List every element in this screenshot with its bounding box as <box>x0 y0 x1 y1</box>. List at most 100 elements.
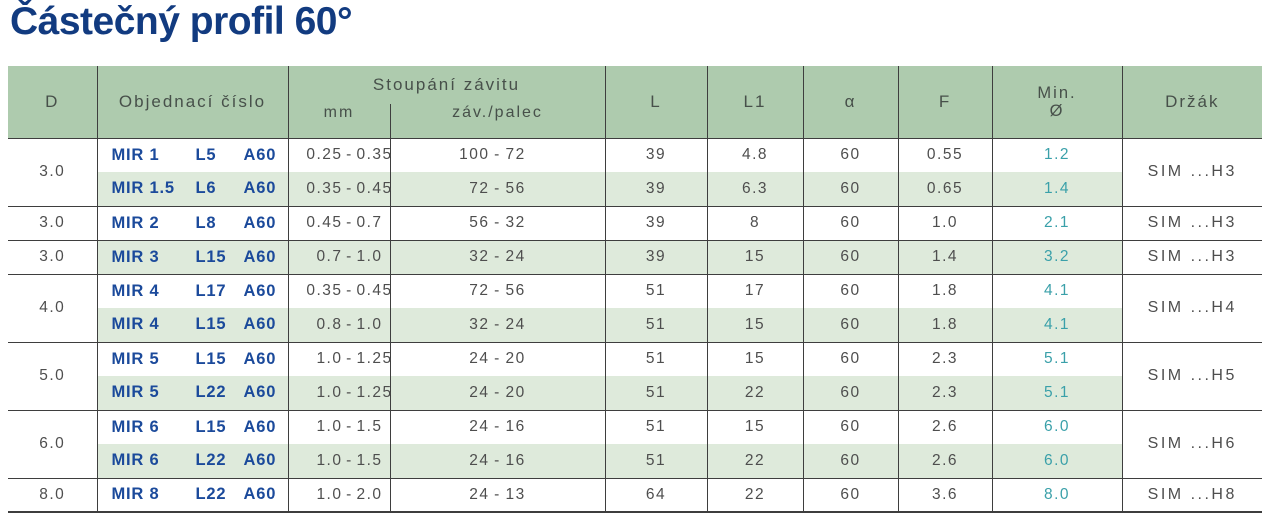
pitch-tpi-range: 24-16 <box>446 452 550 470</box>
cell-alpha: 60 <box>802 444 899 478</box>
pitch-mm-range: 1.0-1.5 <box>289 452 390 470</box>
catalog-table: D Objednací číslo Stoupání závitu L L1 α F Min.… <box>8 66 1263 513</box>
order-number-part: A60 <box>243 213 277 232</box>
pitch-mm-min: 1.0 <box>316 350 343 368</box>
pitch-tpi-max: 56 <box>505 179 526 197</box>
table-body: 3.0 MIR 1 L5 A60 0.25-0.35 100-72 39 4.8 60 0.55 1… <box>8 137 1263 513</box>
order-number: MIR 4 L17 A60 <box>98 282 288 301</box>
range-dash: - <box>346 383 353 401</box>
order-number-part: L15 <box>195 247 227 266</box>
cell-pitch-tpi: 72-56 <box>389 273 606 308</box>
cell-pitch-tpi: 24-20 <box>389 341 606 376</box>
pitch-mm-max: 0.45 <box>356 179 393 197</box>
cell-pitch-tpi: 32-24 <box>389 308 606 342</box>
header-min-diameter-line1: Min. <box>1037 83 1077 102</box>
cell-pitch-mm: 0.35-0.45 <box>287 172 393 206</box>
cell-pitch-mm: 0.8-1.0 <box>287 308 390 342</box>
order-number-part: A60 <box>243 383 277 402</box>
cell-alpha: 60 <box>802 341 899 376</box>
cell-pitch-mm: 1.0-1.5 <box>287 409 390 444</box>
cell-pitch-tpi: 32-24 <box>389 239 606 274</box>
pitch-mm-range: 0.25-0.35 <box>289 146 391 164</box>
cell-alpha: 60 <box>802 239 899 274</box>
header-order-number: Objednací číslo <box>96 66 288 138</box>
range-dash: - <box>346 248 353 265</box>
range-dash: - <box>346 315 353 333</box>
cell-pitch-mm: 1.0-1.5 <box>287 444 390 478</box>
pitch-tpi-range: 72-56 <box>446 282 550 300</box>
cell-l: 64 <box>604 477 708 513</box>
cell-f: 2.3 <box>897 376 993 410</box>
cell-l1: 15 <box>706 341 804 376</box>
cell-alpha: 60 <box>802 376 899 410</box>
pitch-tpi-range: 32-24 <box>446 248 550 266</box>
cell-holder: SIM ...H8 <box>1121 477 1263 513</box>
pitch-tpi-max: 24 <box>505 315 526 333</box>
pitch-tpi-range: 24-20 <box>446 350 550 368</box>
header-thread-pitch: Stoupání závitu <box>287 66 606 104</box>
cell-f: 1.8 <box>897 273 993 308</box>
pitch-mm-min: 1.0 <box>316 383 343 401</box>
pitch-tpi-max: 56 <box>505 282 526 300</box>
pitch-mm-range: 0.45-0.7 <box>289 214 390 232</box>
pitch-tpi-min: 32 <box>469 247 490 265</box>
cell-diameter: 3.0 <box>8 239 97 274</box>
cell-alpha: 60 <box>802 205 899 240</box>
cell-l: 39 <box>604 172 708 206</box>
pitch-mm-min: 1.0 <box>316 485 343 503</box>
order-number-part: MIR 1 <box>111 145 160 164</box>
cell-min-diameter: 8.0 <box>991 477 1123 513</box>
range-dash: - <box>346 179 353 197</box>
table-row: MIR 6 L22 A60 1.0-1.5 24-16 51 22 60 2.6 6.0 <box>8 444 1262 478</box>
cell-l1: 22 <box>706 477 804 513</box>
cell-l: 51 <box>604 376 708 410</box>
pitch-tpi-max: 16 <box>505 451 526 469</box>
pitch-tpi-min: 32 <box>469 315 490 333</box>
pitch-tpi-range: 24-13 <box>446 486 550 504</box>
range-dash: - <box>494 146 501 164</box>
cell-pitch-tpi: 24-20 <box>389 376 606 410</box>
pitch-mm-min: 0.45 <box>306 214 343 231</box>
cell-l: 51 <box>604 273 708 308</box>
cell-alpha: 60 <box>802 273 899 308</box>
cell-l: 51 <box>604 409 708 444</box>
header-alpha: α <box>802 66 899 138</box>
table-row: MIR 5 L22 A60 1.0-1.25 24-20 51 22 60 2.3 5.1 <box>8 376 1262 410</box>
cell-holder: SIM ...H4 <box>1121 273 1263 342</box>
header-holder: Držák <box>1121 66 1263 138</box>
cell-l: 39 <box>604 239 708 274</box>
pitch-mm-min: 0.35 <box>306 179 343 197</box>
order-number-part: L8 <box>195 213 217 232</box>
order-number: MIR 3 L15 A60 <box>98 248 288 267</box>
pitch-mm-min: 0.8 <box>316 315 343 333</box>
pitch-mm-max: 1.0 <box>356 315 383 333</box>
cell-holder: SIM ...H6 <box>1121 409 1263 478</box>
range-dash: - <box>494 247 501 265</box>
pitch-mm-range: 0.7-1.0 <box>289 248 390 266</box>
cell-f: 1.0 <box>897 205 993 240</box>
header-l1: L1 <box>706 66 804 138</box>
pitch-mm-min: 1.0 <box>316 451 343 469</box>
order-number: MIR 6 L15 A60 <box>98 418 288 437</box>
cell-diameter: 6.0 <box>8 409 97 478</box>
order-number-part: A60 <box>243 247 277 266</box>
cell-pitch-tpi: 100-72 <box>389 137 606 172</box>
pitch-mm-range: 1.0-1.25 <box>289 350 391 368</box>
order-number: MIR 2 L8 A60 <box>98 214 288 233</box>
pitch-tpi-range: 32-24 <box>446 316 550 334</box>
pitch-mm-max: 1.5 <box>356 418 383 436</box>
pitch-mm-range: 1.0-1.25 <box>289 383 391 402</box>
cell-alpha: 60 <box>802 172 899 206</box>
cell-pitch-mm: 0.45-0.7 <box>287 205 390 240</box>
cell-order-number: MIR 6 L15 A60 <box>96 409 288 444</box>
cell-min-diameter: 4.1 <box>991 273 1123 308</box>
cell-pitch-mm: 0.35-0.45 <box>287 273 391 308</box>
cell-pitch-tpi: 56-32 <box>389 205 606 240</box>
pitch-mm-max: 1.5 <box>356 451 383 469</box>
table-row: 6.0 MIR 6 L15 A60 1.0-1.5 24-16 51 15 60 2.6 6.0 SI… <box>8 409 1263 478</box>
cell-min-diameter: 1.4 <box>991 172 1123 206</box>
cell-f: 2.6 <box>897 409 993 444</box>
range-dash: - <box>494 350 501 368</box>
pitch-tpi-min: 24 <box>469 418 490 436</box>
range-dash: - <box>346 485 353 503</box>
